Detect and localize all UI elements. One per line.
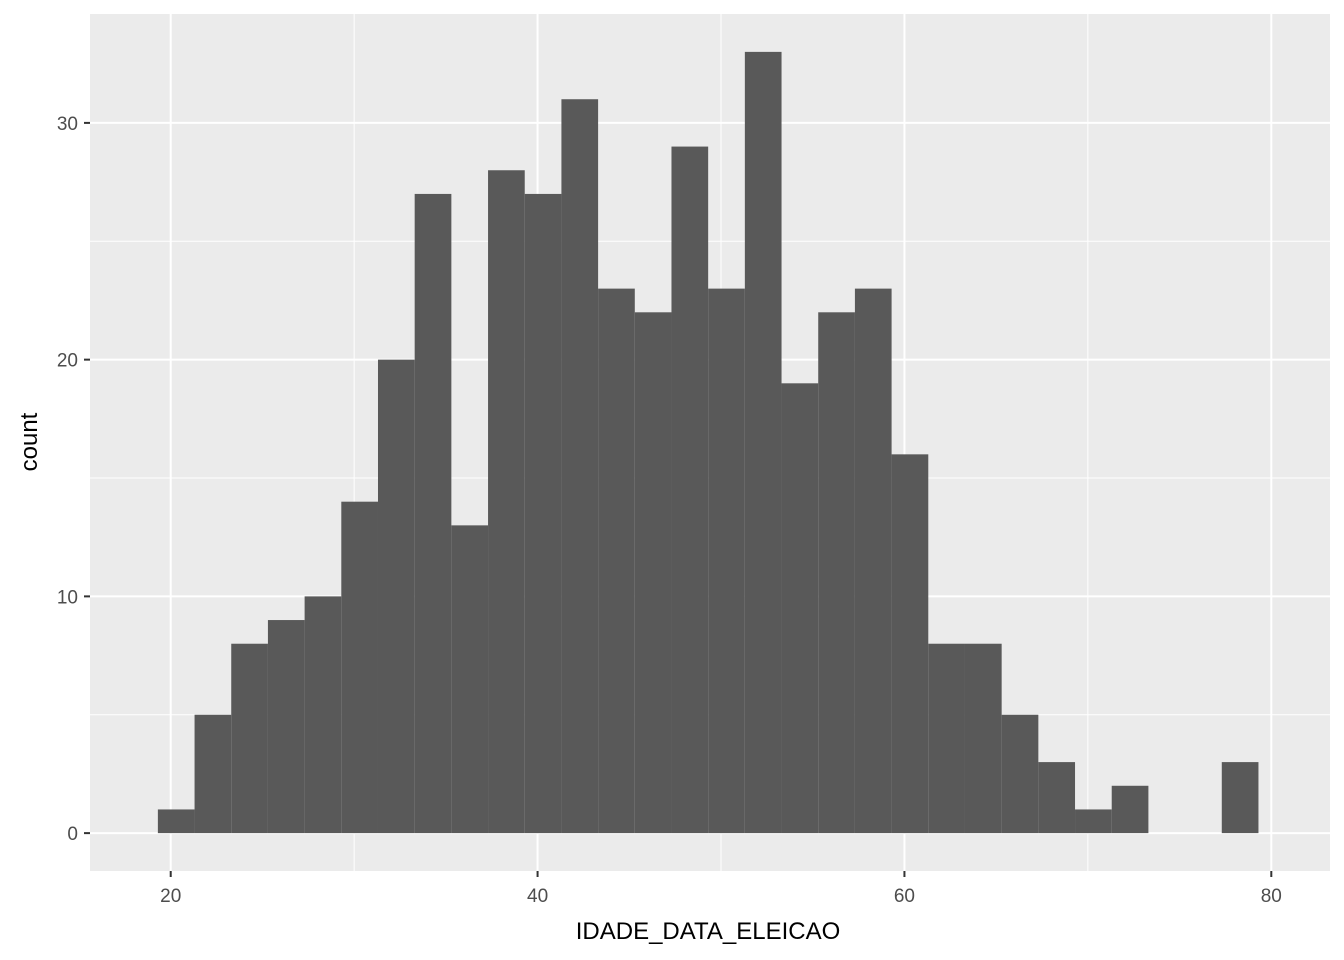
x-tick-label: 40 <box>527 886 548 907</box>
histogram-bar <box>928 643 965 834</box>
histogram-bar <box>708 288 745 834</box>
histogram-bar <box>561 99 599 834</box>
histogram-bar <box>1221 762 1259 834</box>
histogram-bar <box>818 312 855 834</box>
histogram-bar <box>671 146 709 834</box>
histogram-bar <box>341 501 378 834</box>
y-tick-label: 0 <box>67 824 78 845</box>
histogram-bar <box>854 288 892 834</box>
histogram-bar <box>891 454 929 834</box>
x-axis-title: IDADE_DATA_ELEICAO <box>576 918 841 945</box>
y-tick-label: 20 <box>57 351 78 372</box>
y-tick-label: 30 <box>57 114 78 135</box>
x-tick-label: 60 <box>894 886 915 907</box>
histogram-bar <box>1111 785 1149 834</box>
histogram-bar <box>304 596 342 834</box>
histogram-bars <box>157 51 1259 834</box>
histogram-bar <box>231 643 268 834</box>
histogram-bar <box>267 620 305 834</box>
histogram-bar <box>744 51 782 834</box>
histogram-bar <box>414 193 452 834</box>
x-tick-label: 80 <box>1261 886 1282 907</box>
histogram-bar <box>598 288 635 834</box>
histogram-bar <box>524 193 562 834</box>
histogram-bar <box>194 714 232 834</box>
histogram-bar <box>377 359 415 834</box>
y-tick-label: 10 <box>57 587 78 608</box>
histogram-bar <box>488 170 525 834</box>
x-axis: 20 40 60 80 <box>160 871 1282 907</box>
y-axis: 0 10 20 30 <box>57 114 90 845</box>
histogram-bar <box>157 809 195 834</box>
x-tick-label: 20 <box>160 886 181 907</box>
y-axis-title: count <box>16 412 43 471</box>
histogram-bar <box>964 643 1002 834</box>
histogram-bar <box>1001 714 1039 834</box>
histogram-bar <box>781 383 819 834</box>
histogram-bar <box>634 312 672 834</box>
histogram-bar <box>1038 762 1076 834</box>
histogram-bar <box>451 525 489 834</box>
histogram-bar <box>1075 809 1112 834</box>
